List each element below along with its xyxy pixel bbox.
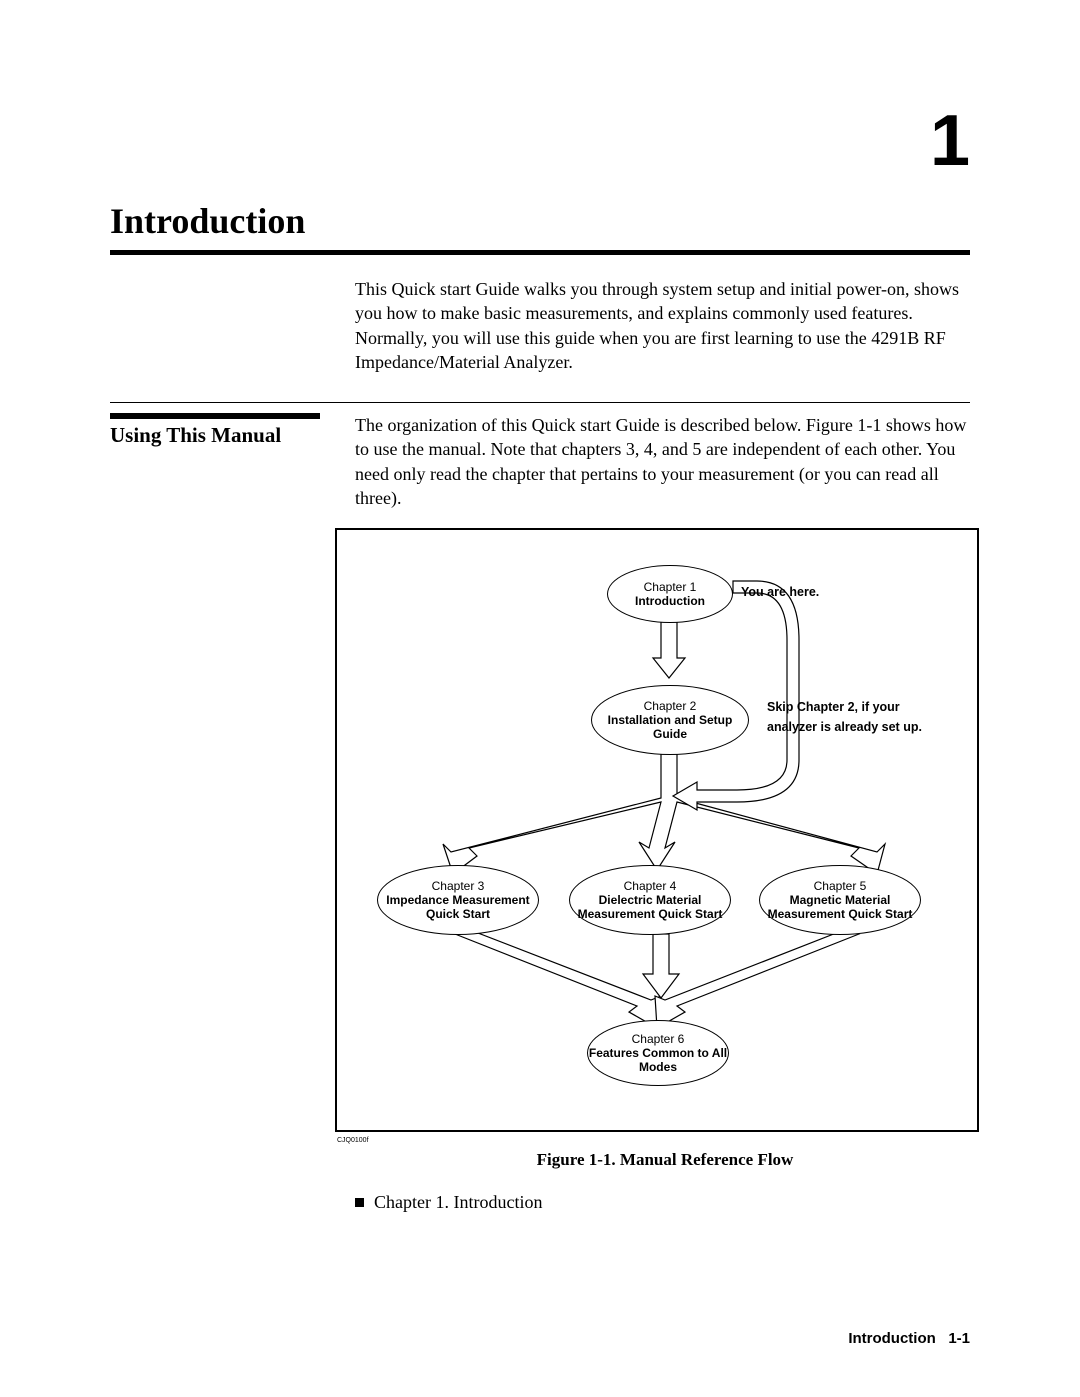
section-row: Using This Manual The organization of th… bbox=[110, 413, 970, 510]
bullet-item: Chapter 1. Introduction bbox=[355, 1192, 970, 1213]
node-label: Chapter 3 bbox=[378, 879, 538, 893]
bullet-text: Chapter 1. Introduction bbox=[374, 1192, 542, 1212]
annotation-you-are-here: You are here. bbox=[741, 585, 819, 599]
footer-page: 1-1 bbox=[948, 1330, 970, 1347]
section-heading-block: Using This Manual bbox=[110, 413, 355, 448]
node-title: Magnetic Material Measurement Quick Star… bbox=[760, 893, 920, 922]
flow-node-chapter4: Chapter 4 Dielectric Material Measuremen… bbox=[569, 865, 731, 935]
chapter-title: Introduction bbox=[110, 200, 970, 242]
section-separator bbox=[110, 402, 970, 403]
node-label: Chapter 6 bbox=[588, 1032, 728, 1046]
flowchart-figure: Chapter 1 Introduction Chapter 2 Install… bbox=[335, 528, 979, 1132]
chapter-number: 1 bbox=[930, 105, 970, 177]
node-title: Introduction bbox=[608, 594, 732, 608]
title-rule bbox=[110, 250, 970, 255]
page: 1 Introduction This Quick start Guide wa… bbox=[0, 0, 1080, 1397]
annotation-skip-line2: analyzer is already set up. bbox=[767, 720, 922, 734]
flow-node-chapter5: Chapter 5 Magnetic Material Measurement … bbox=[759, 865, 921, 935]
node-title: Installation and Setup Guide bbox=[592, 713, 748, 742]
intro-paragraph: This Quick start Guide walks you through… bbox=[355, 277, 970, 374]
section-heading: Using This Manual bbox=[110, 423, 355, 448]
figure-id-code: CJQ0100f bbox=[337, 1137, 369, 1144]
flow-node-chapter2: Chapter 2 Installation and Setup Guide bbox=[591, 685, 749, 755]
node-title: Dielectric Material Measurement Quick St… bbox=[570, 893, 730, 922]
footer-section: Introduction bbox=[848, 1330, 935, 1347]
section-paragraph: The organization of this Quick start Gui… bbox=[355, 413, 970, 510]
node-label: Chapter 2 bbox=[592, 699, 748, 713]
node-label: Chapter 4 bbox=[570, 879, 730, 893]
node-title: Impedance Measurement Quick Start bbox=[378, 893, 538, 922]
page-footer: Introduction 1-1 bbox=[848, 1330, 970, 1347]
bullet-square-icon bbox=[355, 1198, 364, 1207]
node-label: Chapter 5 bbox=[760, 879, 920, 893]
node-title: Features Common to All Modes bbox=[588, 1046, 728, 1075]
flow-node-chapter3: Chapter 3 Impedance Measurement Quick St… bbox=[377, 865, 539, 935]
flow-node-chapter6: Chapter 6 Features Common to All Modes bbox=[587, 1020, 729, 1086]
flow-node-chapter1: Chapter 1 Introduction bbox=[607, 565, 733, 623]
section-heading-bar bbox=[110, 413, 320, 419]
node-label: Chapter 1 bbox=[608, 580, 732, 594]
figure-caption: Figure 1-1. Manual Reference Flow bbox=[355, 1150, 975, 1170]
annotation-skip-line1: Skip Chapter 2, if your bbox=[767, 700, 900, 714]
